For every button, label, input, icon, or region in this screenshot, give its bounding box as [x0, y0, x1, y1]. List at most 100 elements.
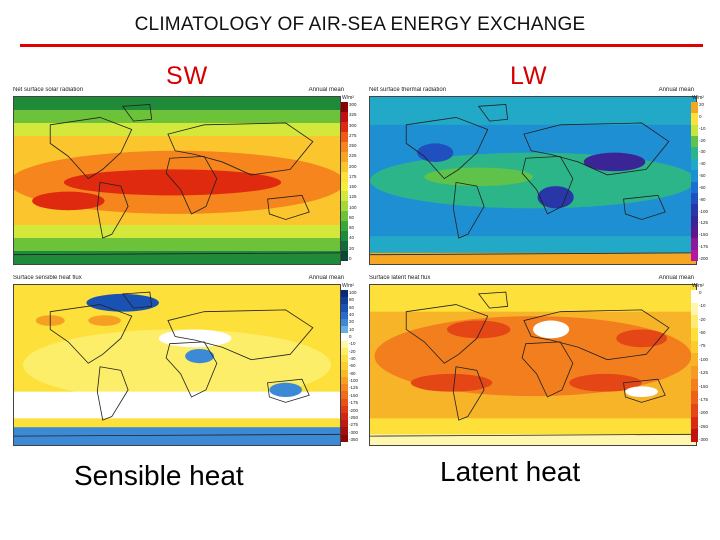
- sensible-map-panel: Surface sensible heat flux Annual mean: [10, 275, 362, 448]
- scale-tick-label: 20: [349, 319, 355, 325]
- scale-swatch: [341, 340, 348, 348]
- scale-swatch: [341, 201, 348, 212]
- scale-tick-label: 10: [349, 326, 355, 332]
- scale-tick-label: -125: [699, 370, 709, 376]
- scale-swatch: [691, 192, 698, 205]
- scale-tick-label: -350: [349, 436, 359, 442]
- lw-map-title: Net surface thermal radiation: [369, 87, 447, 93]
- scale-swatch: [691, 147, 698, 159]
- scale-tick-label: 40: [349, 235, 355, 241]
- scale-swatch: [341, 221, 348, 232]
- slide-title: CLIMATOLOGY OF AIR-SEA ENERGY EXCHANGE: [134, 14, 586, 35]
- lw-map-period: Annual mean: [658, 87, 694, 93]
- scale-swatch: [691, 181, 698, 193]
- scale-tick-label: -100: [699, 208, 709, 214]
- scale-swatch: [341, 161, 348, 172]
- scale-swatch: [691, 136, 698, 148]
- lw-map-panel: Net surface thermal radiation Annual mea…: [366, 87, 712, 267]
- scale-tick-label: -20: [699, 316, 706, 322]
- scale-tick-label: 175: [349, 173, 357, 179]
- scale-swatch: [691, 416, 698, 430]
- scale-tick-label: -250: [699, 423, 709, 429]
- scale-swatch: [341, 333, 348, 341]
- sensible-scale-units: W/m²: [342, 283, 354, 289]
- scale-swatch: [691, 102, 698, 114]
- sw-world-map: [13, 96, 341, 265]
- scale-swatch: [691, 158, 698, 171]
- scale-tick-label: -125: [349, 385, 359, 391]
- scale-swatch: [341, 318, 348, 327]
- scale-swatch: [341, 297, 348, 305]
- scale-tick-label: -275: [349, 422, 359, 428]
- sensible-world-map: [13, 284, 341, 446]
- scale-tick-label: -300: [699, 436, 709, 442]
- sensible-scale-swatches: [341, 290, 348, 442]
- scale-swatch: [341, 362, 348, 370]
- scale-tick-label: 300: [349, 102, 357, 107]
- scale-tick-label: -75: [699, 343, 706, 349]
- scale-swatch: [341, 151, 348, 162]
- scale-tick-label: -200: [699, 410, 709, 416]
- scale-tick-label: 275: [349, 132, 357, 138]
- scale-tick-label: 150: [349, 184, 357, 190]
- scale-tick-label: -20: [699, 137, 706, 143]
- lw-scale-swatches: [691, 102, 698, 262]
- scale-tick-label: 60: [349, 304, 355, 310]
- scale-swatch: [691, 366, 698, 379]
- scale-tick-label: 20: [349, 245, 355, 251]
- scale-tick-label: 40: [349, 312, 355, 318]
- scale-swatch: [691, 290, 698, 303]
- scale-tick-label: 0: [349, 255, 352, 261]
- scale-tick-label: -150: [699, 232, 709, 238]
- scale-tick-label: 200: [349, 163, 357, 169]
- scale-tick-label: -20: [349, 348, 356, 354]
- scale-tick-label: -50: [699, 173, 706, 179]
- sw-scale-units: W/m²: [342, 95, 354, 101]
- scale-swatch: [691, 328, 698, 341]
- sw-map-panel: Net surface solar radiation Annual mean …: [10, 87, 362, 267]
- scale-swatch: [691, 404, 698, 417]
- scale-tick-label: -250: [349, 414, 359, 420]
- scale-tick-label: 100: [349, 290, 357, 295]
- latent-map-period: Annual mean: [658, 275, 694, 281]
- title-divider: [20, 44, 703, 47]
- scale-tick-label: -175: [349, 400, 359, 406]
- latent-scale-ticks: 0 -10 -20 -50 -75 -100 -125 -150 -175 -200 -250 -30…: [699, 290, 711, 442]
- scale-swatch: [341, 355, 348, 363]
- scale-swatch: [341, 211, 348, 222]
- scale-swatch: [341, 251, 348, 261]
- scale-swatch: [691, 315, 698, 329]
- scale-swatch: [691, 170, 698, 182]
- scale-tick-label: -30: [699, 149, 706, 155]
- latent-color-scale: W/m² 0 -10 -20 -50 -75 -100 -125 -150 -175 -200 -2…: [691, 283, 711, 443]
- scale-swatch: [341, 405, 348, 413]
- sensible-map-period: Annual mean: [308, 275, 344, 281]
- sensible-color-scale: W/m² 100 80 60 40 20 10 0 -10 -20 -40 -60 -80 -100 -1…: [341, 283, 361, 442]
- sw-label: SW: [166, 62, 209, 90]
- scale-swatch: [341, 231, 348, 242]
- scale-swatch: [691, 340, 698, 354]
- lw-scale-units: W/m²: [692, 95, 704, 101]
- scale-tick-label: 0: [699, 113, 702, 119]
- scale-swatch: [341, 398, 348, 406]
- scale-tick-label: -40: [699, 161, 706, 167]
- lw-scale-ticks: 20 0 -10 -20 -30 -40 -50 -60 -80 -100 -125 -150 -175…: [699, 102, 711, 261]
- scale-tick-label: -60: [349, 363, 356, 369]
- scale-tick-label: 100: [349, 204, 357, 210]
- scale-swatch: [691, 238, 698, 250]
- scale-tick-label: 20: [699, 102, 705, 107]
- sensible-scale-ticks: 100 80 60 40 20 10 0 -10 -20 -40 -60 -80 -100 -125 -15…: [349, 290, 361, 442]
- scale-tick-label: 325: [349, 112, 357, 118]
- scale-tick-label: 0: [699, 290, 702, 295]
- scale-swatch: [691, 249, 698, 262]
- lw-color-scale: W/m² 20 0 -10 -20 -30 -40 -50 -60 -80 -100 -125 -15…: [691, 95, 711, 262]
- scale-tick-label: -125: [699, 220, 709, 226]
- sw-color-scale: W/m² 300 325 300 275 250 225 200 175 150 125 100 80…: [341, 95, 361, 261]
- scale-swatch: [341, 111, 348, 122]
- scale-swatch: [341, 427, 348, 435]
- scale-tick-label: -80: [699, 196, 706, 202]
- scale-swatch: [341, 241, 348, 252]
- scale-tick-label: 225: [349, 153, 357, 159]
- scale-swatch: [691, 124, 698, 137]
- scale-swatch: [341, 191, 348, 202]
